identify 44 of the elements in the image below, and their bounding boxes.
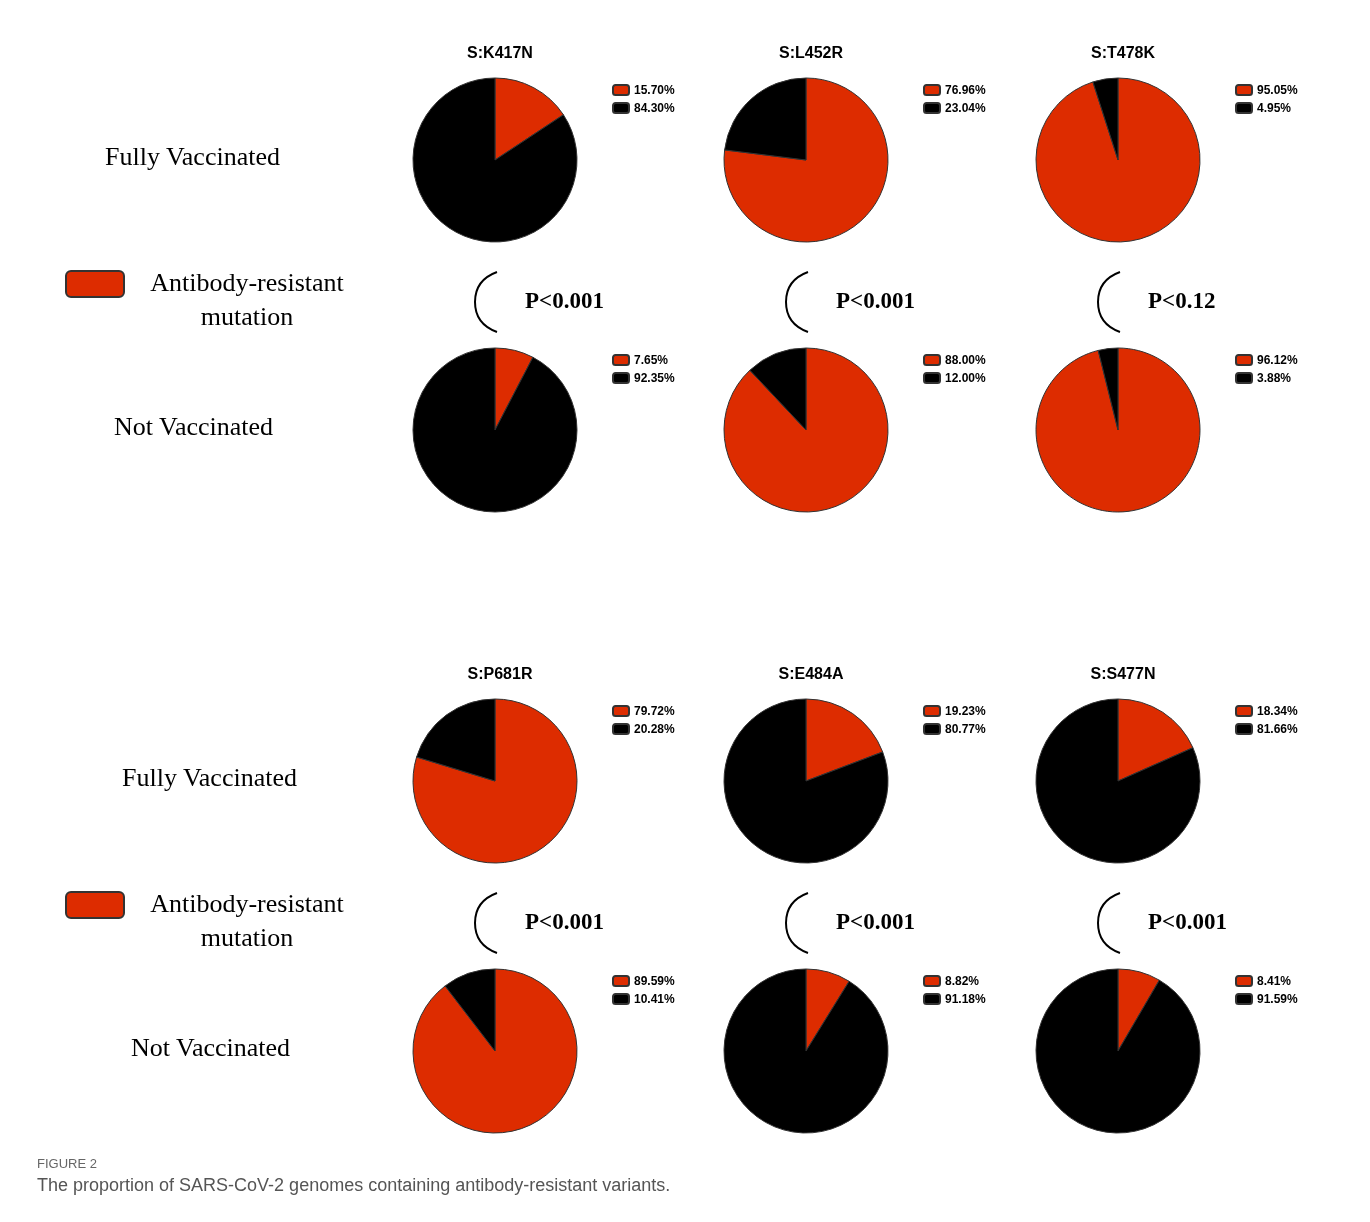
legend-label: 79.72% <box>634 704 676 718</box>
text: P<0.001 <box>836 288 915 314</box>
legend-label: 92.35% <box>634 371 676 385</box>
legend-label: 23.04% <box>945 101 987 115</box>
text: Not Vaccinated <box>131 1033 291 1063</box>
text: P<0.001 <box>525 909 604 935</box>
text: P<0.001 <box>836 909 915 935</box>
legend-label: 91.59% <box>1257 992 1299 1006</box>
legend-label: 84.30% <box>634 101 676 115</box>
text: P<0.12 <box>1148 288 1216 314</box>
text: Fully Vaccinated <box>122 763 297 793</box>
text: P<0.001 <box>525 288 604 314</box>
chart-title: S:K417N <box>467 43 533 61</box>
chart-title: S:E484A <box>778 664 844 682</box>
caption: FIGURE 2 <box>37 1156 97 1171</box>
legend-label: 18.34% <box>1257 704 1299 718</box>
text: Antibody-resistant mutation <box>149 888 345 954</box>
text: Not Vaccinated <box>114 412 274 442</box>
legend-label: 8.41% <box>1257 974 1292 988</box>
legend-label: 76.96% <box>945 83 987 97</box>
legend-label: 88.00% <box>945 353 987 367</box>
text: Antibody-resistant mutation <box>149 267 345 333</box>
legend-label: 91.18% <box>945 992 987 1006</box>
legend-label: 12.00% <box>945 371 987 385</box>
chart-title: S:L452R <box>778 43 844 61</box>
text: Fully Vaccinated <box>105 142 280 172</box>
legend-label: 96.12% <box>1257 353 1299 367</box>
legend-label: 4.95% <box>1257 101 1292 115</box>
text: The proportion of SARS-CoV-2 genomes containing antibody-resistant variants. <box>37 1175 671 1196</box>
legend-label: 15.70% <box>634 83 676 97</box>
legend-label: 19.23% <box>945 704 987 718</box>
chart-title: S:S477N <box>1090 664 1156 682</box>
legend-label: 7.65% <box>634 353 669 367</box>
legend-label: 80.77% <box>945 722 987 736</box>
chart-title: S:T478K <box>1090 43 1156 61</box>
legend-label: 3.88% <box>1257 371 1292 385</box>
legend-label: 81.66% <box>1257 722 1299 736</box>
legend-label: 89.59% <box>634 974 676 988</box>
chart-title: S:P681R <box>467 664 533 682</box>
legend-label: 8.82% <box>945 974 980 988</box>
legend-label: 95.05% <box>1257 83 1299 97</box>
text: P<0.001 <box>1148 909 1227 935</box>
legend-label: 20.28% <box>634 722 676 736</box>
legend-label: 10.41% <box>634 992 676 1006</box>
